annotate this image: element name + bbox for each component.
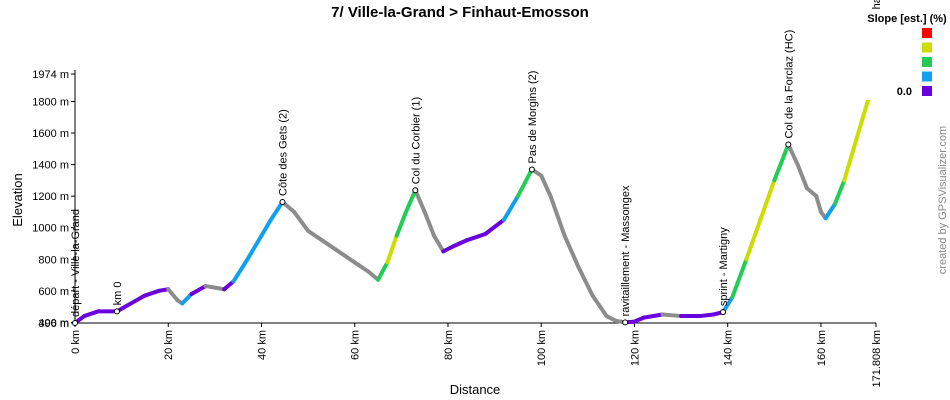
x-tick-label: 0 km bbox=[70, 330, 82, 354]
profile-segment bbox=[660, 312, 684, 319]
profile-segment bbox=[772, 142, 791, 183]
profile-segment bbox=[464, 232, 488, 243]
waypoint bbox=[412, 187, 419, 194]
legend-label: 0.0 bbox=[897, 86, 912, 98]
profile-segment bbox=[823, 202, 837, 221]
profile-segment bbox=[744, 217, 763, 262]
y-tick-label: 400 m bbox=[38, 317, 69, 329]
profile-segment bbox=[730, 257, 749, 300]
profile-segment bbox=[352, 260, 371, 274]
x-tick-label: 20 km bbox=[163, 330, 175, 360]
profile-segment bbox=[292, 209, 311, 233]
profile-segment bbox=[394, 209, 409, 238]
waypoint-label: km 0 bbox=[112, 281, 124, 305]
profile-segment bbox=[562, 233, 581, 270]
legend-bg bbox=[834, 10, 944, 100]
profile-segment bbox=[851, 115, 865, 151]
waypoint-label: Côte des Gets (2) bbox=[277, 109, 289, 196]
profile-segment bbox=[548, 194, 567, 238]
profile-segment bbox=[590, 293, 609, 319]
profile-segment bbox=[483, 217, 506, 237]
y-tick-label: 1200 m bbox=[32, 191, 69, 203]
waypoint bbox=[622, 319, 629, 326]
x-tick-label: 80 km bbox=[443, 330, 455, 360]
profile-segment bbox=[189, 284, 208, 296]
x-tick-label: 171.808 km bbox=[871, 330, 883, 387]
profile-segment bbox=[501, 194, 520, 222]
profile-segment bbox=[128, 293, 147, 306]
legend-swatch bbox=[922, 57, 932, 67]
legend-swatch bbox=[922, 42, 932, 53]
waypoint-label: départ - Ville-la-Grand bbox=[70, 209, 82, 317]
waypoint bbox=[785, 141, 792, 148]
profile-segment bbox=[166, 287, 180, 303]
y-tick-label: 1800 m bbox=[32, 96, 69, 108]
waypoint bbox=[72, 320, 78, 326]
profile-segment bbox=[431, 233, 446, 254]
profile-segment bbox=[539, 173, 553, 199]
profile-segment bbox=[222, 279, 236, 292]
profile-segment bbox=[641, 312, 665, 320]
profile-segment bbox=[231, 257, 250, 284]
x-tick-label: 120 km bbox=[629, 330, 641, 366]
chart-title: 7/ Ville-la-Grand > Finhaut-Emosson bbox=[331, 4, 589, 21]
profile-segment bbox=[413, 188, 427, 214]
profile-segment bbox=[180, 291, 194, 306]
profile-segment bbox=[515, 167, 534, 199]
y-tick-label: 1400 m bbox=[32, 160, 69, 172]
profile-segment bbox=[450, 238, 469, 249]
profile-segment bbox=[385, 233, 399, 265]
y-tick-label: 396 m bbox=[38, 318, 69, 330]
waypoint bbox=[720, 309, 727, 316]
waypoint bbox=[113, 308, 120, 315]
waypoint-label: Pas de Morgins (2) bbox=[527, 71, 539, 164]
profile-segment bbox=[320, 238, 339, 252]
x-tick-label: 40 km bbox=[256, 330, 268, 360]
profile-segment bbox=[306, 228, 325, 243]
y-tick-label: 1000 m bbox=[32, 223, 69, 235]
waypoint-label: sprint - Martigny bbox=[718, 227, 730, 306]
y-tick-label: 800 m bbox=[38, 254, 69, 266]
profile-segment bbox=[245, 233, 264, 262]
profile-segment bbox=[404, 188, 418, 214]
legend-swatch bbox=[922, 71, 932, 82]
legend-swatch bbox=[922, 86, 932, 96]
profile-segment bbox=[259, 217, 273, 238]
x-tick-label: 160 km bbox=[816, 330, 828, 366]
y-tick-label: 1600 m bbox=[32, 128, 69, 140]
profile-segment bbox=[576, 265, 595, 298]
profile-segment bbox=[268, 199, 285, 222]
profile-segment bbox=[842, 146, 856, 183]
profile-segment bbox=[786, 142, 800, 167]
waypoint-label: ravitaillement - Massongex bbox=[620, 185, 632, 316]
watermark: created by GPSVisualizer.com bbox=[937, 126, 949, 274]
waypoint bbox=[279, 198, 286, 205]
waypoint-label: Col du Corbier (1) bbox=[410, 97, 422, 184]
profile-segment bbox=[82, 309, 101, 319]
x-axis-label: Distance bbox=[450, 382, 501, 397]
x-tick-label: 60 km bbox=[350, 330, 362, 360]
x-tick-label: 100 km bbox=[536, 330, 548, 366]
waypoint bbox=[528, 166, 535, 173]
legend-swatch bbox=[922, 28, 932, 38]
profile-segment bbox=[758, 178, 777, 222]
x-tick-label: 140 km bbox=[723, 330, 735, 366]
y-axis-label: Elevation bbox=[10, 173, 25, 226]
profile-segment bbox=[334, 247, 357, 265]
profile-segment bbox=[795, 162, 809, 191]
profile-segment bbox=[832, 178, 847, 207]
y-tick-label: 1974 m bbox=[32, 69, 69, 81]
waypoint-label: Col de la Forclaz (HC) bbox=[783, 30, 795, 139]
legend-title: Slope [est.] (%) bbox=[867, 13, 947, 25]
y-tick-label: 600 m bbox=[38, 286, 69, 298]
profile-segment bbox=[814, 194, 823, 214]
profile-segment bbox=[376, 260, 390, 282]
profile-segment bbox=[804, 186, 819, 199]
profile-segment bbox=[422, 209, 436, 238]
profile-segment bbox=[697, 312, 716, 319]
profile-segment bbox=[142, 288, 161, 298]
